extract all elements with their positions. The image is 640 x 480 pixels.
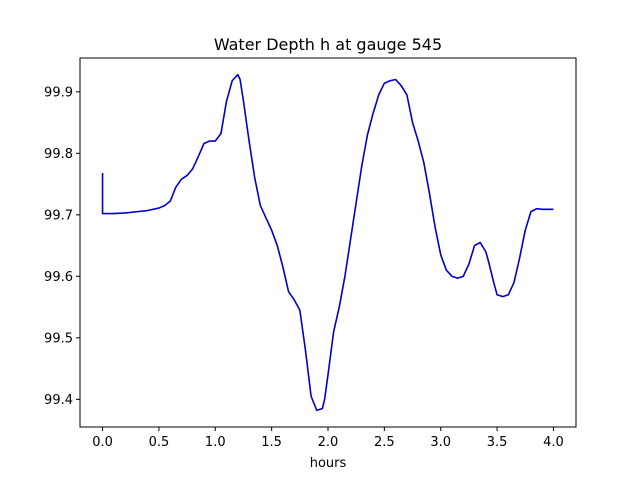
x-tick-label: 2.5 <box>374 435 395 450</box>
x-tick-label: 3.0 <box>430 435 451 450</box>
x-tick-label: 1.5 <box>261 435 282 450</box>
x-tick-label: 3.5 <box>487 435 508 450</box>
y-tick-label: 99.6 <box>44 270 73 285</box>
y-tick-label: 99.4 <box>44 393 73 408</box>
y-axis-ticks: 99.4 99.5 99.6 99.7 99.8 99.9 <box>44 85 80 408</box>
chart-title: Water Depth h at gauge 545 <box>214 35 442 54</box>
y-tick-label: 99.5 <box>44 331 73 346</box>
x-tick-label: 2.0 <box>318 435 339 450</box>
series-line <box>101 73 554 412</box>
y-tick-label: 99.8 <box>44 147 73 162</box>
x-tick-label: 0.5 <box>149 435 170 450</box>
x-axis-ticks: 0.0 0.5 1.0 1.5 2.0 2.5 3.0 3.5 4.0 <box>92 427 564 450</box>
x-tick-label: 4.0 <box>543 435 564 450</box>
x-tick-label: 0.0 <box>92 435 113 450</box>
plot-area <box>101 73 554 412</box>
y-tick-label: 99.9 <box>44 85 73 100</box>
y-tick-label: 99.7 <box>44 208 73 223</box>
x-tick-label: 1.0 <box>205 435 226 450</box>
x-axis-label: hours <box>310 456 347 471</box>
